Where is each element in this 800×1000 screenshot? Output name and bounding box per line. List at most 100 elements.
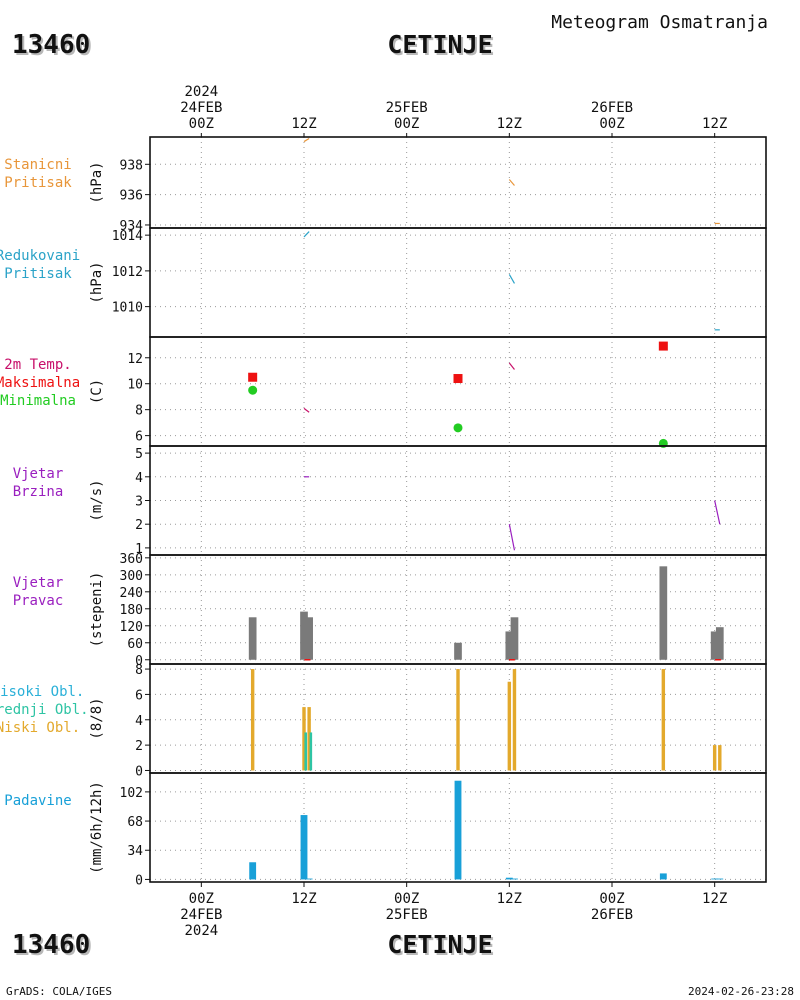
panel-label: Niski Obl. (0, 720, 80, 736)
bar (712, 745, 717, 771)
y-tick-label: 60 (127, 637, 143, 652)
panel-label: Pravac (13, 593, 64, 609)
y-tick-label: 180 (120, 603, 143, 618)
series-line-segment (508, 179, 515, 186)
y-tick-label: 938 (120, 158, 143, 173)
bar (711, 878, 719, 880)
bar (715, 627, 724, 660)
y-tick-label: 0 (135, 654, 143, 669)
bar (300, 611, 308, 660)
series-line-segment (508, 524, 516, 551)
bar (305, 878, 313, 880)
panel-label: Visoki Obl. (0, 684, 84, 700)
bar (512, 669, 517, 771)
y-tick-label: 12 (127, 352, 143, 367)
bar (309, 732, 313, 771)
y-unit-label: (hPa) (89, 261, 105, 303)
panel-label: Pritisak (4, 266, 72, 282)
y-tick-label: 8 (135, 663, 143, 678)
tmax-marker (248, 372, 258, 382)
y-tick-label: 934 (120, 219, 144, 234)
y-tick-label: 102 (120, 786, 143, 801)
bar (305, 617, 313, 660)
panel-label: Minimalna (0, 393, 76, 409)
bar (307, 707, 311, 771)
series-line-segment (303, 231, 310, 238)
panel-cloud-cover: 0 2 4 6 8 (8/8) Visoki Obl. Srednji Obl. Niski O… (0, 663, 767, 779)
panel-frame (149, 227, 767, 338)
top-time-label: 26FEB (591, 100, 633, 116)
tmax-marker (453, 374, 463, 384)
bar (456, 669, 460, 771)
panel-reduced-pressure: 1010 1012 1014 (hPa) Redukovani Pritisak (0, 227, 767, 338)
y-tick-label: 240 (120, 586, 143, 601)
panel-frame (149, 136, 767, 229)
y-unit-label: (hPa) (89, 161, 105, 203)
footer-timestamp: 2024-02-26-23:28 (688, 985, 794, 998)
bottom-time-label: 12Z (497, 891, 522, 907)
panel-label: Maksimalna (0, 375, 80, 391)
tmax-marker (658, 341, 668, 351)
y-tick-label: 2 (135, 518, 143, 533)
bottom-time-label: 12Z (291, 891, 316, 907)
top-time-label: 00Z (394, 116, 419, 132)
bar (659, 566, 668, 660)
y-tick-label: 4 (135, 714, 143, 729)
y-tick-label: 2 (135, 739, 143, 754)
bar (250, 669, 255, 771)
bottom-time-label: 00Z (599, 891, 624, 907)
bar (454, 642, 462, 660)
series-line-segment (303, 407, 310, 413)
panel-label: Srednji Obl. (0, 702, 89, 718)
footer-credit: GrADS: COLA/IGES (6, 985, 112, 998)
top-time-label: 2024 (184, 84, 218, 100)
meteogram-title: Meteogram Osmatranja (551, 12, 768, 33)
y-tick-label: 4 (135, 471, 143, 486)
y-tick-label: 120 (120, 620, 143, 635)
panel-temperature: 6 8 10 12 (C) 2m Temp. Maksimalna Minimalna (0, 336, 767, 448)
panel-label: Padavine (4, 793, 71, 809)
bar (510, 617, 519, 660)
station-name-top: CETINJE (387, 30, 493, 59)
top-time-label: 00Z (189, 116, 214, 132)
panel-label: Vjetar (13, 575, 64, 591)
panel-label: Redukovani (0, 248, 80, 264)
bar (248, 617, 257, 660)
y-tick-label: 68 (127, 815, 143, 830)
panel-label: 2m Temp. (4, 357, 71, 373)
panel-label: Brzina (13, 484, 64, 500)
top-time-label: 25FEB (386, 100, 428, 116)
bar (302, 707, 306, 771)
y-tick-label: 300 (120, 569, 143, 584)
bar (505, 877, 513, 880)
y-tick-label: 6 (135, 688, 143, 703)
bar (716, 878, 724, 880)
y-tick-label: 0 (135, 764, 143, 779)
top-time-label: 12Z (291, 116, 316, 132)
series-line-segment (303, 138, 310, 143)
bar (505, 631, 514, 660)
tmin-marker (248, 385, 258, 395)
bar (659, 873, 667, 880)
panel-label: Vjetar (13, 466, 64, 482)
y-tick-label: 360 (120, 552, 143, 567)
top-time-label: 12Z (497, 116, 522, 132)
series-line-segment (714, 500, 721, 525)
bar (661, 669, 666, 771)
bottom-time-label: 25FEB (386, 907, 428, 923)
panel-station-pressure: 934 936 938 (hPa) Stanicni Pritisak (4, 136, 767, 234)
station-name-bottom: CETINJE (387, 930, 493, 959)
y-tick-label: 10 (127, 378, 143, 393)
bottom-time-label: 26FEB (591, 907, 633, 923)
bar (511, 878, 518, 880)
series-line-segment (508, 274, 515, 284)
bottom-time-label: 24FEB (180, 907, 222, 923)
bar (454, 780, 462, 880)
top-time-label: 24FEB (180, 100, 222, 116)
station-id-bottom: 13460 (12, 930, 91, 960)
panel-frame (149, 772, 767, 883)
y-unit-label: (C) (89, 379, 105, 404)
panel-wind-speed: 1 2 3 4 5 (m/s) Vjetar Brzina (13, 445, 767, 557)
